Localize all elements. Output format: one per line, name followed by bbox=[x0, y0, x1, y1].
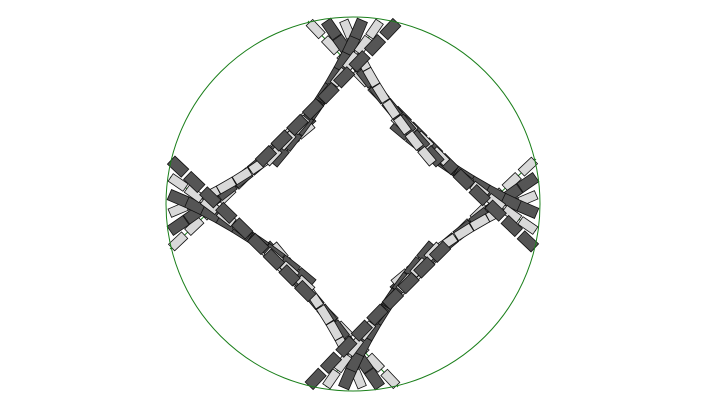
light-link bbox=[417, 145, 437, 167]
dark-link bbox=[231, 217, 254, 240]
dark-link bbox=[348, 50, 371, 73]
dark-link bbox=[516, 230, 540, 253]
light-link bbox=[517, 216, 539, 235]
dark-link bbox=[166, 155, 190, 178]
light-link bbox=[365, 18, 384, 40]
light-link bbox=[381, 98, 401, 120]
dark-link bbox=[484, 199, 507, 222]
dark-link bbox=[397, 271, 420, 295]
dark-link bbox=[215, 201, 238, 224]
link-strands bbox=[166, 17, 540, 391]
boundary-circle bbox=[165, 16, 541, 392]
dark-link bbox=[366, 303, 389, 326]
light-link bbox=[315, 304, 335, 326]
dark-link bbox=[286, 113, 309, 137]
dark-link bbox=[270, 129, 293, 152]
light-link bbox=[231, 166, 253, 186]
dark-link bbox=[452, 168, 475, 191]
dark-link bbox=[516, 200, 540, 219]
dark-link bbox=[338, 367, 357, 391]
dark-link bbox=[413, 256, 436, 279]
dark-link bbox=[381, 287, 405, 311]
light-link bbox=[392, 114, 412, 136]
dark-link bbox=[166, 215, 190, 236]
strand-3-5 bbox=[254, 17, 402, 168]
light-link bbox=[322, 368, 341, 390]
light-link bbox=[404, 130, 424, 152]
strand-2-5 bbox=[166, 155, 317, 303]
dark-link bbox=[254, 145, 278, 168]
dark-link bbox=[363, 34, 387, 57]
dark-link bbox=[301, 97, 325, 121]
dark-link bbox=[166, 189, 190, 208]
dark-link bbox=[294, 279, 317, 303]
dark-link bbox=[349, 17, 368, 41]
dark-link bbox=[321, 17, 342, 41]
dark-link bbox=[199, 186, 222, 209]
dark-link bbox=[335, 335, 358, 358]
dark-link bbox=[319, 351, 343, 374]
dark-link bbox=[246, 232, 270, 256]
dark-link bbox=[183, 170, 206, 194]
light-link bbox=[167, 173, 189, 192]
light-link bbox=[453, 222, 475, 242]
dark-link bbox=[262, 248, 286, 271]
dark-link bbox=[333, 66, 356, 89]
dark-link bbox=[317, 82, 340, 105]
light-link bbox=[371, 82, 391, 104]
dark-link bbox=[468, 184, 491, 207]
dark-link bbox=[379, 17, 402, 41]
dark-link bbox=[516, 172, 540, 193]
dark-link bbox=[304, 367, 327, 391]
dark-link bbox=[428, 240, 452, 263]
dark-link bbox=[500, 214, 523, 238]
dark-link bbox=[350, 319, 373, 342]
dark-link bbox=[278, 264, 301, 287]
dark-link bbox=[364, 367, 385, 391]
strand-1-5 bbox=[304, 240, 452, 391]
